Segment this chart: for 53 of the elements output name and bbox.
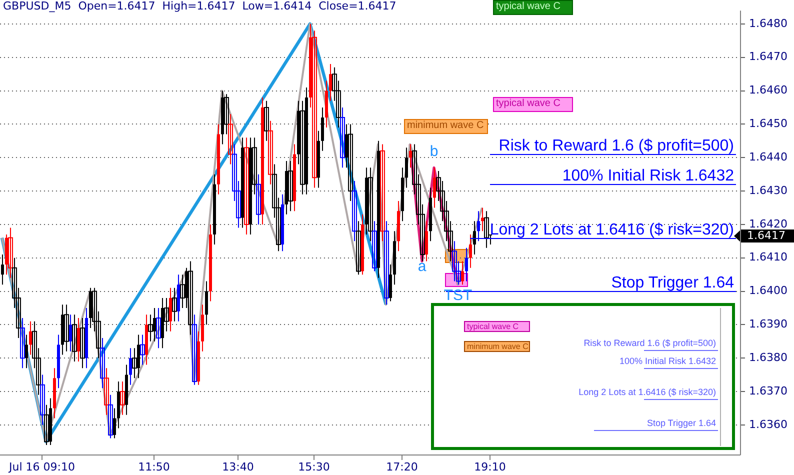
- annotation: b: [430, 143, 438, 160]
- candlestick: [1, 254, 4, 286]
- inset-chart-picture: Risk to Reward 1.6 ($ profit=500) 100% Initial Risk 1.6432 Long 2 Lots at 1.6416 ($ risk=320) Stop Trigger 1.64 typical wave C minimum wave C: [431, 303, 735, 450]
- ref-line-label: 100% Initial Risk 1.6432: [562, 168, 734, 184]
- candlestick: [129, 348, 132, 386]
- ref-line-label: Long 2 Lots at 1.6416 ($ risk=320): [490, 222, 734, 238]
- y-tick-label: 1.6400: [749, 284, 788, 298]
- chart-title: GBPUSD_M5 Open=1.6417 High=1.6417 Low=1.6414 Close=1.6417: [3, 0, 396, 12]
- text: 1.6417: [747, 228, 786, 242]
- candlestick: [329, 64, 332, 102]
- ref-line-label: Risk to Reward 1.6 ($ profit=500): [498, 138, 734, 154]
- annotation: a: [418, 258, 427, 276]
- annotation: minimum wave C: [404, 119, 488, 134]
- y-tick-label: 1.6380: [749, 350, 788, 364]
- candlestick: [389, 264, 392, 302]
- y-tick-label: 1.6370: [749, 384, 788, 398]
- candlestick: [69, 314, 72, 352]
- candlestick: [425, 220, 428, 262]
- y-tick-label: 1.6410: [749, 250, 788, 264]
- candlestick: [25, 334, 28, 369]
- y-tick-label: 1.6450: [749, 117, 788, 130]
- y-tick-label: 1.6360: [749, 418, 788, 431]
- ref-line-label: Stop Trigger 1.64: [611, 274, 734, 292]
- y-tick-label: 1.6480: [749, 16, 788, 30]
- candlestick: [205, 280, 208, 326]
- y-tick-label: 1.6440: [749, 150, 788, 164]
- candlestick: [465, 247, 468, 282]
- annotation: TST: [444, 287, 472, 304]
- candlestick: [481, 207, 484, 232]
- candlestick: [469, 234, 472, 268]
- x-tick-label: Jul 16 09:10: [8, 460, 75, 474]
- annotation: typical wave C: [493, 0, 573, 15]
- candlestick: [433, 167, 436, 208]
- y-tick-label: 1.6420: [749, 217, 788, 230]
- x-tick-label: 11:50: [138, 460, 170, 474]
- candlestick: [321, 107, 324, 152]
- y-tick-label: 1.6460: [749, 84, 788, 97]
- candlestick: [461, 260, 464, 286]
- candlestick: [113, 408, 116, 439]
- y-tick-label: 1.6430: [749, 184, 788, 197]
- x-tick-label: 19:10: [474, 460, 506, 474]
- candlestick: [29, 320, 32, 356]
- y-tick-label: 1.6470: [749, 50, 788, 64]
- candlestick: [405, 147, 408, 188]
- candlestick: [169, 287, 172, 332]
- candlestick: [77, 318, 80, 362]
- candlestick: [473, 220, 476, 256]
- x-tick-label: 13:40: [222, 460, 254, 474]
- annotation: typical wave C: [493, 97, 573, 112]
- y-tick-label: 1.6390: [749, 318, 788, 331]
- x-tick-label: 15:30: [298, 460, 330, 474]
- candlestick: [409, 144, 412, 168]
- x-tick-label: 17:20: [386, 460, 418, 474]
